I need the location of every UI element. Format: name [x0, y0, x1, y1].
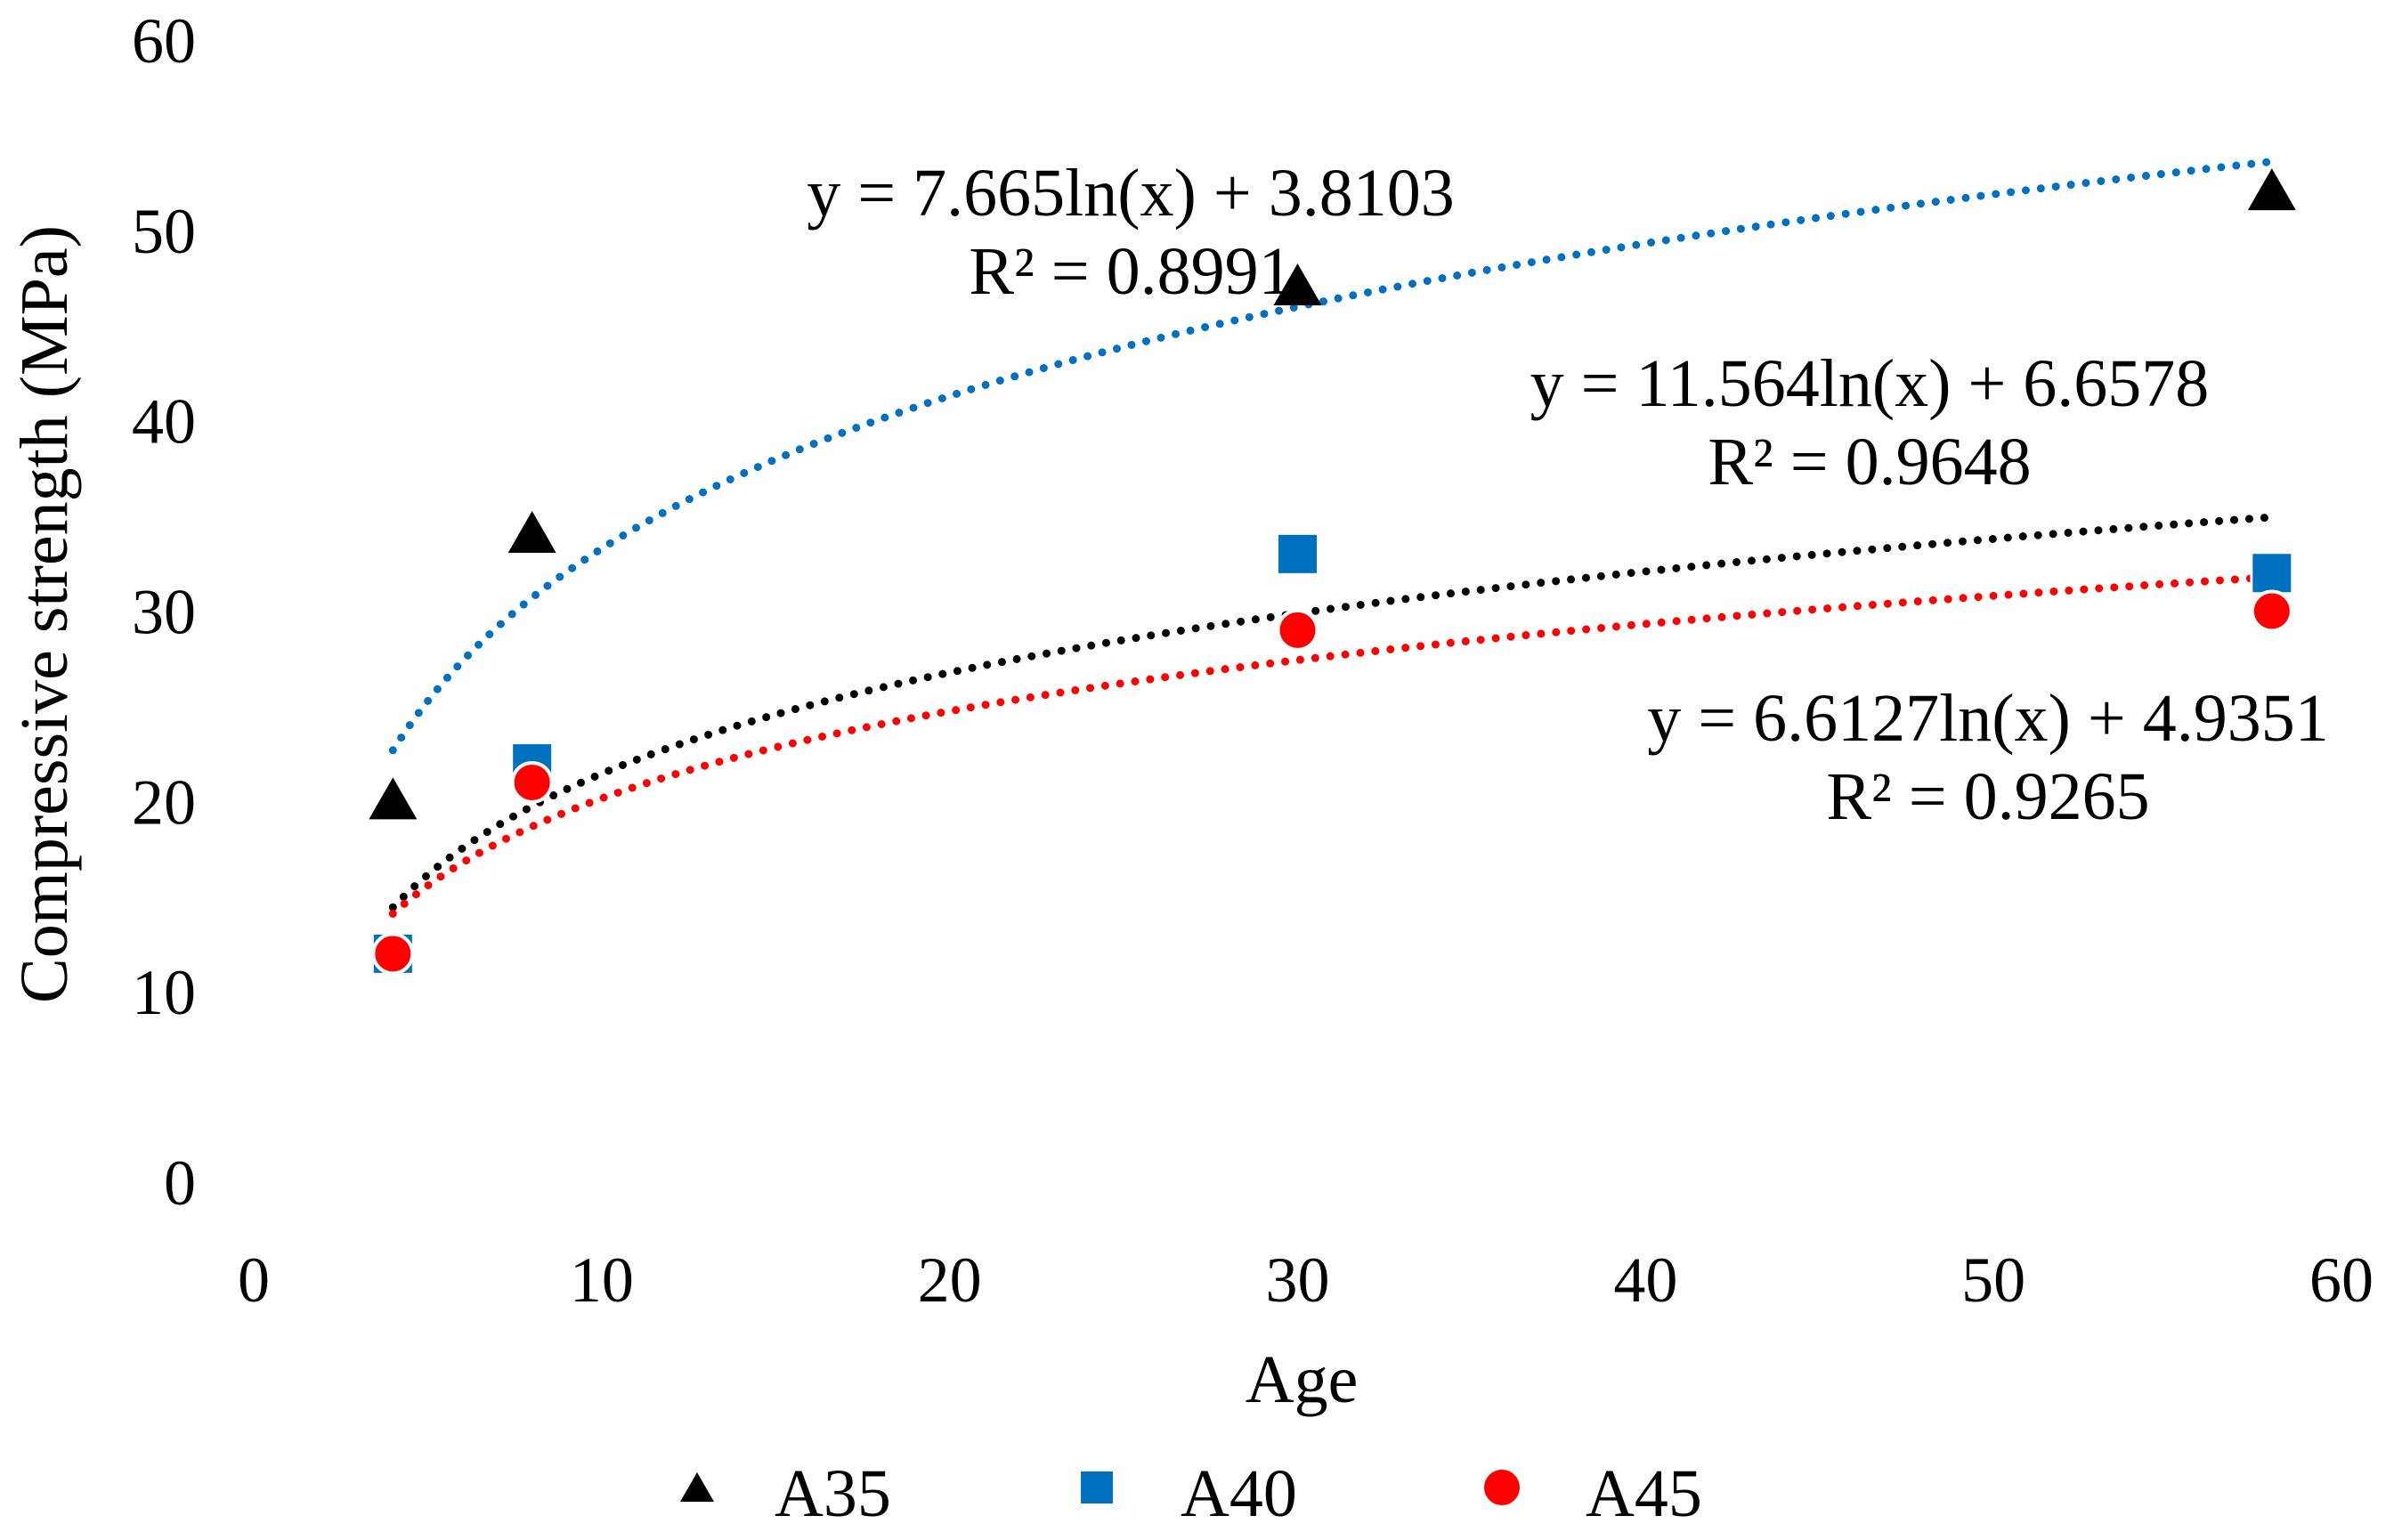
trendline-a45 [388, 572, 2276, 918]
x-axis-ticks: 0 10 20 30 40 50 60 [238, 1244, 2374, 1316]
y-tick-label-20: 20 [132, 766, 196, 838]
y-tick-label-10: 10 [132, 957, 196, 1028]
point-a35-4 [369, 777, 418, 820]
legend: A35 A40 A45 [680, 1456, 1702, 1531]
x-tick-label-0: 0 [238, 1244, 270, 1316]
x-tick-label-10: 10 [570, 1244, 634, 1316]
x-axis-title: Age [1246, 1342, 1359, 1417]
y-tick-label-50: 50 [132, 196, 196, 267]
equation-a45-formula: y = 6.6127ln(x) + 4.9351 [1647, 681, 2328, 756]
point-a35-58 [2247, 168, 2296, 211]
y-tick-label-60: 60 [132, 5, 196, 77]
triangle-marker-icon [680, 1472, 714, 1502]
point-a45-30 [1276, 608, 1319, 652]
point-a35-8 [507, 510, 556, 553]
point-a40-58 [2250, 551, 2294, 596]
point-a45-58 [2250, 589, 2293, 633]
y-axis-ticks: 0 10 20 30 40 50 60 [132, 5, 196, 1219]
x-tick-label-30: 30 [1266, 1244, 1330, 1316]
data-points [369, 168, 2296, 976]
y-tick-label-40: 40 [132, 386, 196, 458]
legend-label-a35: A35 [775, 1456, 891, 1531]
trendlines [388, 158, 2276, 918]
equation-a40: y = 11.564ln(x) + 6.6578 R² = 0.9648 [1530, 346, 2210, 499]
x-tick-label-50: 50 [1961, 1244, 2025, 1316]
legend-label-a45: A45 [1586, 1456, 1702, 1531]
y-axis-title: Compressive strength (MPa) [7, 225, 82, 1003]
point-a35-30 [1273, 263, 1322, 305]
equation-a35-r2: R² = 0.8991 [969, 234, 1292, 309]
equation-a35: y = 7.665ln(x) + 3.8103 R² = 0.8991 [807, 156, 1454, 309]
square-marker-icon [1081, 1471, 1113, 1504]
point-a40-30 [1276, 531, 1319, 576]
x-tick-label-60: 60 [2309, 1244, 2374, 1316]
equation-a35-formula: y = 7.665ln(x) + 3.8103 [807, 156, 1454, 231]
legend-item-a35: A35 [680, 1456, 891, 1531]
y-tick-label-0: 0 [164, 1147, 196, 1219]
x-tick-label-20: 20 [918, 1244, 982, 1316]
equation-a40-formula: y = 11.564ln(x) + 6.6578 [1530, 346, 2210, 421]
trendline-a40 [388, 158, 2276, 755]
legend-item-a45: A45 [1484, 1456, 1702, 1531]
equation-a45-r2: R² = 0.9265 [1826, 759, 2149, 834]
x-tick-label-40: 40 [1613, 1244, 1677, 1316]
circle-marker-icon [1484, 1470, 1520, 1505]
equation-a40-r2: R² = 0.9648 [1708, 425, 2031, 499]
y-tick-label-30: 30 [132, 577, 196, 648]
point-a45-4 [371, 932, 415, 976]
trendline-a35 [388, 513, 2276, 912]
point-a45-8 [510, 760, 554, 804]
equation-a45: y = 6.6127ln(x) + 4.9351 R² = 0.9265 [1647, 681, 2328, 834]
legend-label-a40: A40 [1181, 1456, 1297, 1531]
legend-item-a40: A40 [1081, 1456, 1297, 1531]
